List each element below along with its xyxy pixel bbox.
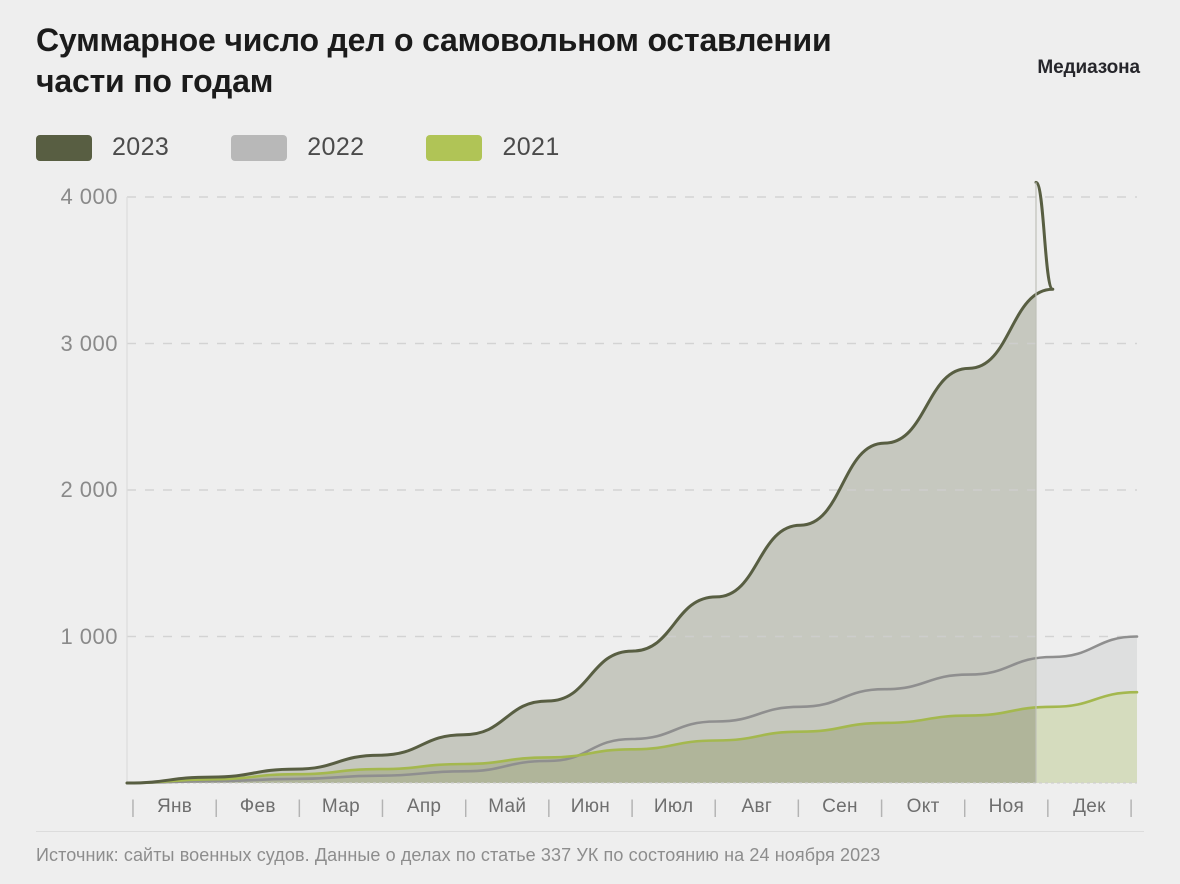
x-axis-tick-mark: | [879, 796, 884, 817]
legend-item-2022[interactable]: 2022 [231, 133, 364, 162]
x-axis-tick-mark: | [213, 796, 219, 817]
x-axis-tick-mark: | [629, 796, 635, 817]
legend-label-2023: 2023 [112, 133, 170, 161]
source-note: Источник: сайты военных судов. Данные о … [36, 845, 881, 865]
x-axis-month-0: Янв [156, 796, 193, 817]
y-axis-tick-3000: 3 000 [60, 330, 118, 356]
x-axis-month-7: Авг [741, 796, 773, 817]
x-axis-month-6: Июл [653, 796, 694, 817]
legend-swatch-2021 [426, 134, 483, 161]
x-axis-tick-mark: | [463, 796, 469, 817]
legend-label-2021: 2021 [502, 133, 560, 161]
x-axis-tick-mark: | [1045, 796, 1051, 817]
legend-item-2021[interactable]: 2021 [426, 133, 559, 162]
x-axis-month-4: Май [488, 796, 527, 817]
y-axis-tick-2000: 2 000 [60, 477, 118, 502]
chart-header: Суммарное число дел о самовольном оставл… [0, 0, 1180, 120]
x-axis-month-9: Окт [906, 796, 940, 817]
x-axis-month-3: Апр [406, 796, 442, 817]
x-axis-month-11: Дек [1073, 796, 1106, 817]
line-2021 [125, 690, 1139, 785]
y-axis-tick-4000: 4 000 [60, 184, 118, 209]
y-axis-tick-1000: 1 000 [60, 623, 118, 649]
x-axis-tick-mark: | [130, 796, 136, 817]
page-title: Суммарное число дел о самовольном оставл… [36, 22, 832, 99]
legend-swatch-2023 [36, 134, 92, 161]
legend-label-2022: 2022 [307, 133, 365, 161]
brand-logo: Медиазона [1037, 57, 1140, 78]
chart-canvas [125, 180, 1139, 785]
footer-divider [36, 831, 1144, 832]
legend-swatch-2022 [231, 134, 288, 161]
x-axis-tick-mark: | [796, 796, 801, 817]
legend-item-2023[interactable]: 2023 [36, 133, 169, 162]
x-axis-tick-mark: | [546, 796, 552, 817]
line-2022 [125, 635, 1139, 785]
x-axis-month-10: Ноя [988, 796, 1025, 817]
chart-legend: 2023 2022 2021 [36, 133, 622, 162]
x-axis-tick-mark: | [712, 796, 718, 817]
x-axis-labels: | Янв | Фев | Мар | Апр | Май | Июн | Июл | Авг | Сен | Окт… [127, 792, 1137, 822]
area-2021-under [127, 707, 1036, 783]
x-axis-month-5: Июн [570, 796, 611, 817]
x-axis-month-2: Мар [321, 796, 360, 817]
x-axis-tick-mark: | [380, 796, 385, 817]
area-2023 [127, 182, 1036, 783]
area-2021-light [1036, 692, 1137, 783]
chart-plot-area: 1 000 2 000 3 000 4 000 [0, 180, 1180, 790]
x-axis-tick-mark: | [962, 796, 968, 817]
x-axis-tick-mark: | [297, 796, 302, 817]
x-axis-month-8: Сен [822, 796, 858, 817]
x-axis-tick-mark: | [1128, 796, 1134, 817]
line-2023 [125, 180, 1055, 785]
y-axis-labels: 1 000 2 000 3 000 4 000 [0, 180, 118, 790]
x-axis-month-1: Фев [239, 796, 276, 817]
